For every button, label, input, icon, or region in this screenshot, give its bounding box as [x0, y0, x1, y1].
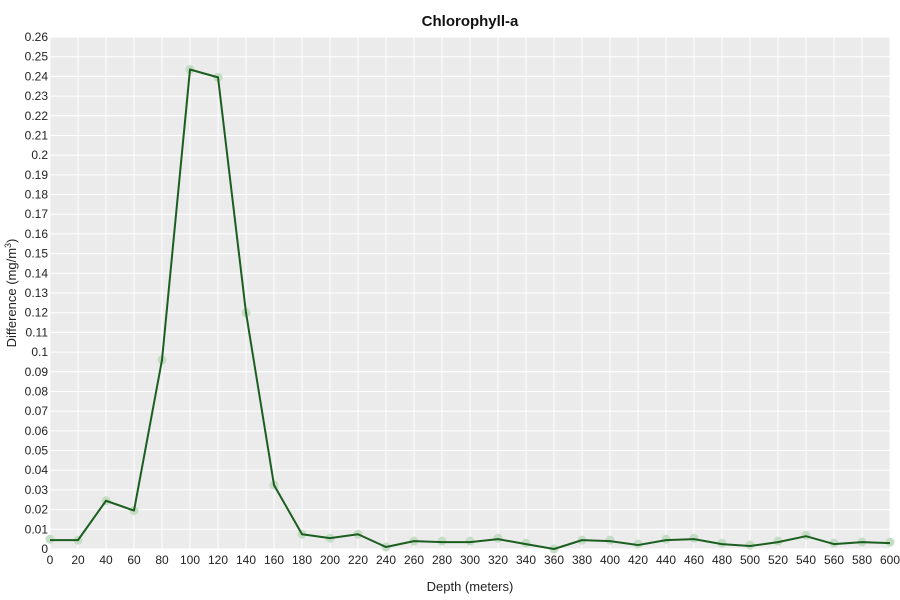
- y-tick-label: 0.01: [25, 522, 49, 536]
- x-tick-label: 180: [292, 553, 312, 567]
- y-tick-label: 0: [41, 542, 48, 556]
- x-tick-label: 400: [600, 553, 620, 567]
- y-tick-label: 0.19: [25, 168, 49, 182]
- y-tick-label: 0.22: [25, 109, 49, 123]
- y-tick-label: 0.06: [25, 424, 49, 438]
- y-tick-label: 0.1: [31, 345, 48, 359]
- y-axis-label-close: ): [4, 239, 19, 243]
- y-tick-label: 0.08: [25, 384, 49, 398]
- x-tick-label: 380: [572, 553, 592, 567]
- y-tick-label: 0.05: [25, 444, 49, 458]
- x-axis-tick-labels: 0 20 40 60 80 100 120 140 160 180 200 220 240 260 280 3…: [47, 553, 900, 567]
- x-tick-label: 540: [796, 553, 816, 567]
- horizontal-gridlines: [50, 36, 890, 550]
- x-tick-label: 120: [208, 553, 228, 567]
- x-tick-label: 420: [628, 553, 648, 567]
- x-tick-label: 60: [127, 553, 141, 567]
- x-tick-label: 80: [155, 553, 169, 567]
- x-tick-label: 460: [684, 553, 704, 567]
- y-axis-label-superscript: 3: [3, 243, 13, 248]
- x-tick-label: 560: [824, 553, 844, 567]
- x-tick-label: 580: [852, 553, 872, 567]
- x-tick-label: 100: [180, 553, 200, 567]
- y-tick-label: 0.25: [25, 50, 49, 64]
- y-tick-label: 0.24: [25, 69, 49, 83]
- y-tick-label: 0.14: [25, 266, 49, 280]
- y-tick-label: 0.23: [25, 89, 49, 103]
- x-tick-label: 300: [460, 553, 480, 567]
- y-axis-label: Difference (mg/m3): [3, 239, 19, 348]
- y-axis-label-main: Difference (mg/m: [4, 248, 19, 347]
- x-tick-label: 220: [348, 553, 368, 567]
- y-tick-label: 0.11: [26, 325, 49, 339]
- x-tick-label: 40: [99, 553, 113, 567]
- y-tick-label: 0.04: [25, 463, 49, 477]
- x-tick-label: 240: [376, 553, 396, 567]
- y-tick-label: 0.21: [25, 128, 49, 142]
- y-tick-label: 0.16: [25, 227, 49, 241]
- x-tick-label: 480: [712, 553, 732, 567]
- y-tick-label: 0.03: [25, 483, 49, 497]
- x-tick-label: 520: [768, 553, 788, 567]
- x-tick-label: 440: [656, 553, 676, 567]
- x-tick-label: 140: [236, 553, 256, 567]
- x-tick-label: 500: [740, 553, 760, 567]
- y-tick-label: 0.13: [25, 286, 49, 300]
- x-tick-label: 200: [320, 553, 340, 567]
- x-tick-label: 20: [71, 553, 85, 567]
- x-tick-label: 160: [264, 553, 284, 567]
- x-tick-label: 280: [432, 553, 452, 567]
- series-line: [50, 68, 891, 550]
- y-tick-label: 0.17: [25, 207, 49, 221]
- x-tick-label: 340: [516, 553, 536, 567]
- chart-title: Chlorophyll-a: [422, 13, 519, 30]
- y-tick-label: 0.18: [25, 188, 49, 202]
- x-tick-label: 320: [488, 553, 508, 567]
- x-tick-label: 600: [880, 553, 900, 567]
- x-tick-label: 360: [544, 553, 564, 567]
- x-tick-label: 0: [47, 553, 54, 567]
- x-axis-label: Depth (meters): [427, 579, 514, 594]
- x-tick-label: 260: [404, 553, 424, 567]
- y-tick-label: 0.07: [25, 404, 49, 418]
- y-tick-label: 0.09: [25, 365, 49, 379]
- y-tick-label: 0.02: [25, 503, 49, 517]
- y-tick-label: 0.26: [25, 30, 49, 44]
- y-tick-label: 0.2: [31, 148, 48, 162]
- y-axis-tick-labels: 0 0.01 0.02 0.03 0.04 0.05 0.06 0.07 0.08 0.09 0.1…: [25, 30, 49, 556]
- y-tick-label: 0.15: [25, 247, 49, 261]
- y-tick-label: 0.12: [25, 306, 49, 320]
